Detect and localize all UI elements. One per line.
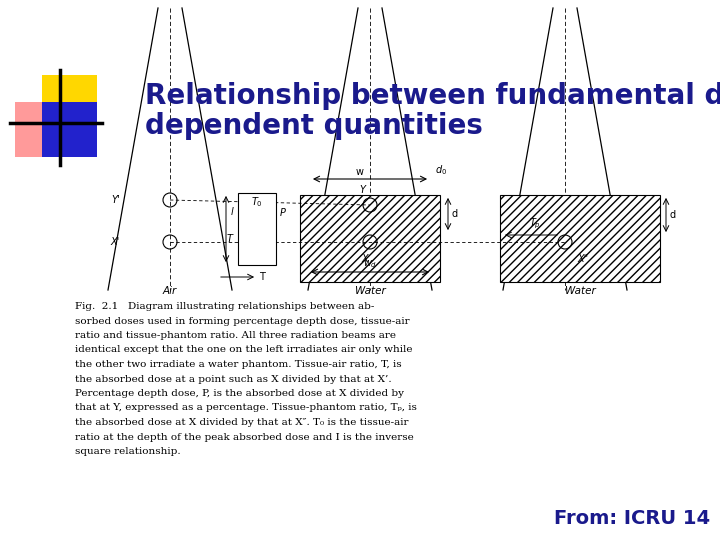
- Text: Y: Y: [359, 185, 365, 195]
- Text: sorbed doses used in forming percentage depth dose, tissue-air: sorbed doses used in forming percentage …: [75, 316, 410, 326]
- Text: $T_0$: $T_0$: [251, 195, 263, 209]
- Text: Water: Water: [355, 286, 385, 296]
- Text: Relationship between fundamental depth-: Relationship between fundamental depth-: [145, 82, 720, 110]
- Bar: [300, 195, 440, 282]
- Text: Water: Water: [564, 286, 595, 296]
- Text: $w_d$: $w_d$: [363, 258, 377, 270]
- Text: identical except that the one on the left irradiates air only while: identical except that the one on the lef…: [75, 346, 413, 354]
- Bar: [15, 102, 70, 157]
- Text: $T_p$: $T_p$: [529, 217, 541, 231]
- Text: X: X: [361, 254, 369, 264]
- Text: that at Y, expressed as a percentage. Tissue-phantom ratio, Tₚ, is: that at Y, expressed as a percentage. Ti…: [75, 403, 417, 413]
- Bar: [42, 102, 97, 157]
- Text: T: T: [259, 272, 265, 282]
- Text: $l$: $l$: [230, 205, 235, 217]
- Text: From: ICRU 14: From: ICRU 14: [554, 509, 710, 528]
- Text: the other two irradiate a water phantom. Tissue-air ratio, T, is: the other two irradiate a water phantom.…: [75, 360, 402, 369]
- Text: ratio at the depth of the peak absorbed dose and I is the inverse: ratio at the depth of the peak absorbed …: [75, 433, 414, 442]
- Bar: [42, 75, 97, 130]
- Text: X": X": [577, 254, 588, 264]
- Text: the absorbed dose at a point such as X divided by that at X’.: the absorbed dose at a point such as X d…: [75, 375, 392, 383]
- Text: dependent quantities: dependent quantities: [145, 112, 483, 140]
- Text: Percentage depth dose, P, is the absorbed dose at X divided by: Percentage depth dose, P, is the absorbe…: [75, 389, 404, 398]
- Text: d: d: [669, 210, 675, 220]
- Text: P: P: [280, 208, 286, 218]
- Text: $T$: $T$: [226, 232, 235, 244]
- Bar: [238, 193, 276, 265]
- Bar: [500, 195, 660, 282]
- Text: Fig.  2.1   Diagram illustrating relationships between ab-: Fig. 2.1 Diagram illustrating relationsh…: [75, 302, 374, 311]
- Text: w: w: [356, 167, 364, 177]
- Bar: [500, 195, 660, 282]
- Bar: [300, 195, 440, 282]
- Text: square relationship.: square relationship.: [75, 447, 181, 456]
- Text: Y': Y': [112, 195, 120, 205]
- Text: X': X': [111, 237, 120, 247]
- Text: the absorbed dose at X divided by that at X″. T₀ is the tissue-air: the absorbed dose at X divided by that a…: [75, 418, 408, 427]
- Text: $d_0$: $d_0$: [435, 163, 447, 177]
- Text: ratio and tissue-phantom ratio. All three radiation beams are: ratio and tissue-phantom ratio. All thre…: [75, 331, 396, 340]
- Text: Air: Air: [163, 286, 177, 296]
- Text: d: d: [451, 209, 457, 219]
